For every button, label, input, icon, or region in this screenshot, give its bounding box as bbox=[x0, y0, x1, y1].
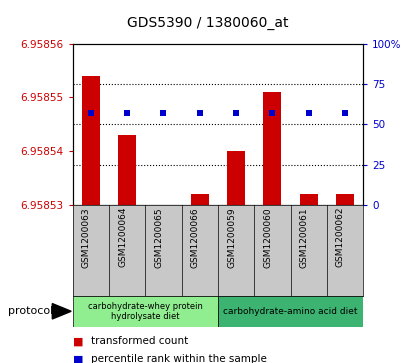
Text: GSM1200062: GSM1200062 bbox=[336, 207, 345, 268]
Text: GSM1200064: GSM1200064 bbox=[118, 207, 127, 268]
Bar bbox=[300, 194, 318, 205]
Point bbox=[88, 110, 94, 116]
Text: GSM1200063: GSM1200063 bbox=[82, 207, 91, 268]
Text: GSM1200059: GSM1200059 bbox=[227, 207, 236, 268]
Polygon shape bbox=[52, 303, 71, 319]
Text: GSM1200066: GSM1200066 bbox=[191, 207, 200, 268]
Point bbox=[233, 110, 239, 116]
Text: GSM1200061: GSM1200061 bbox=[300, 207, 309, 268]
Text: GDS5390 / 1380060_at: GDS5390 / 1380060_at bbox=[127, 16, 288, 30]
Point bbox=[196, 110, 203, 116]
Text: carbohydrate-amino acid diet: carbohydrate-amino acid diet bbox=[223, 307, 358, 316]
Bar bbox=[118, 135, 136, 205]
Point bbox=[124, 110, 130, 116]
Text: percentile rank within the sample: percentile rank within the sample bbox=[91, 354, 267, 363]
Bar bbox=[190, 194, 209, 205]
Point bbox=[269, 110, 276, 116]
Point bbox=[342, 110, 348, 116]
Point bbox=[160, 110, 167, 116]
Text: ■: ■ bbox=[73, 336, 83, 346]
Text: transformed count: transformed count bbox=[91, 336, 188, 346]
Text: ■: ■ bbox=[73, 354, 83, 363]
Text: GSM1200065: GSM1200065 bbox=[154, 207, 164, 268]
Bar bbox=[227, 151, 245, 205]
Point bbox=[305, 110, 312, 116]
Text: protocol: protocol bbox=[8, 306, 54, 316]
Text: carbohydrate-whey protein
hydrolysate diet: carbohydrate-whey protein hydrolysate di… bbox=[88, 302, 203, 321]
Bar bbox=[218, 296, 363, 327]
Text: GSM1200060: GSM1200060 bbox=[264, 207, 272, 268]
Bar bbox=[82, 76, 100, 205]
Bar bbox=[263, 92, 281, 205]
Bar bbox=[73, 296, 218, 327]
Bar bbox=[336, 194, 354, 205]
